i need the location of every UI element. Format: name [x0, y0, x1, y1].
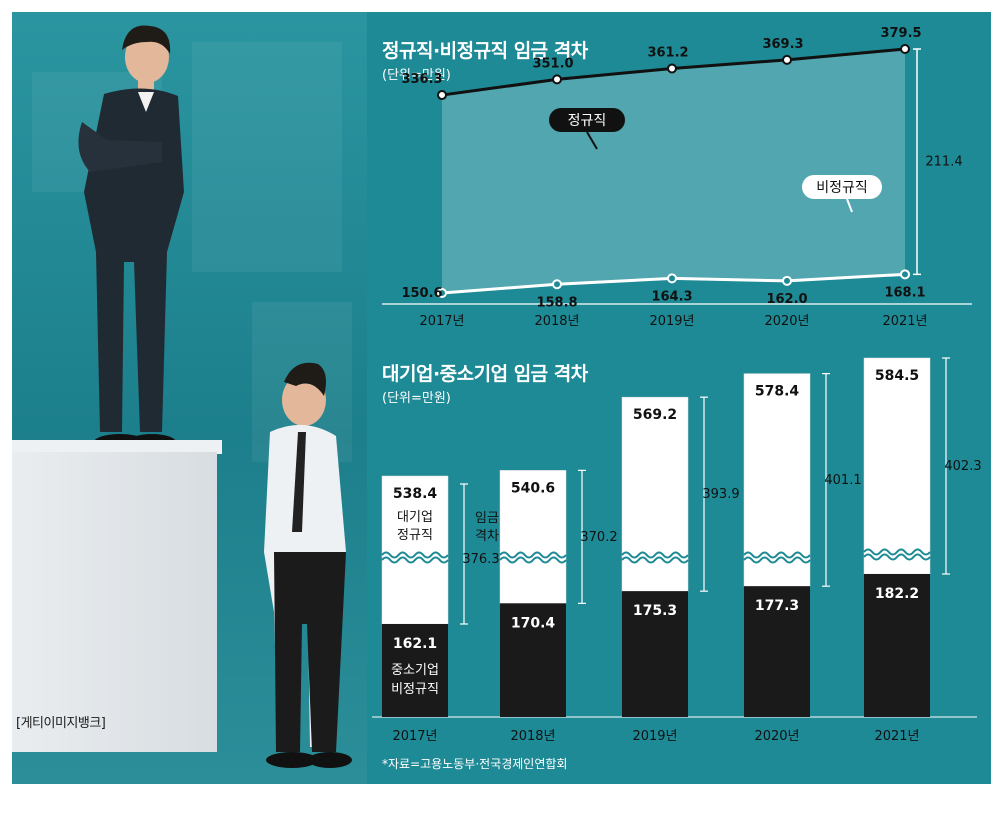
bar-sme-irregular — [500, 603, 566, 717]
bar-sme-irregular — [622, 591, 688, 717]
x-tick-label: 2018년 — [510, 729, 555, 744]
data-point-regular — [782, 54, 792, 65]
photo-illustration: [게티이미지뱅크] — [12, 12, 367, 784]
gap-caption: 임금 — [475, 511, 499, 526]
x-tick-label: 2020년 — [754, 729, 799, 744]
callout-leader-irregular — [846, 198, 853, 213]
looking-up-man-figure — [264, 362, 352, 768]
gap-caption: 격차 — [475, 529, 499, 544]
data-point-regular — [900, 44, 910, 54]
data-label-regular: 369.3 — [762, 37, 803, 52]
callout-pill-irregular — [802, 175, 882, 199]
data-point-irregular — [782, 275, 792, 286]
axis-break-wave — [381, 551, 449, 559]
callout-pill-regular — [549, 108, 625, 132]
x-tick-label: 2019년 — [649, 314, 694, 329]
bar-label-sme-irregular: 170.4 — [511, 615, 556, 631]
axis-break-wave — [499, 551, 567, 559]
data-point-irregular — [437, 288, 447, 298]
axis-break-wave — [499, 556, 567, 564]
bar-sme-irregular — [864, 574, 930, 717]
axis-break-wave — [743, 551, 811, 559]
bar-label-large-regular: 569.2 — [633, 407, 677, 423]
inbar-label-sme-irregular: 중소기업 — [391, 663, 439, 678]
x-tick-label: 2021년 — [882, 314, 927, 329]
data-label-irregular: 150.6 — [401, 286, 442, 301]
x-tick-label: 2017년 — [392, 729, 437, 744]
axis-break-wave — [863, 548, 931, 556]
inbar-label-sme-irregular: 비정규직 — [391, 682, 439, 697]
bar-sme-irregular — [744, 586, 810, 717]
data-point-irregular — [552, 279, 562, 290]
bar-chart: 538.4 162.1 376.3 2017년 540.6 170.4 370.2 2018년… — [372, 357, 982, 744]
x-tick-label: 2017년 — [419, 314, 464, 329]
inbar-label-large-regular: 대기업 — [397, 510, 433, 525]
data-label-irregular: 164.3 — [651, 289, 692, 304]
x-tick-label: 2018년 — [534, 314, 579, 329]
photo-credit: [게티이미지뱅크] — [16, 716, 106, 731]
bar-label-large-regular: 584.5 — [875, 368, 919, 384]
data-label-regular: 336.3 — [401, 72, 442, 87]
gap-label: 393.9 — [702, 487, 739, 502]
bar-label-large-regular: 540.6 — [511, 480, 555, 496]
bar-label-sme-irregular: 175.3 — [633, 603, 677, 619]
x-tick-label: 2021년 — [874, 729, 919, 744]
x-tick-label: 2019년 — [632, 729, 677, 744]
gap-label: 402.3 — [944, 459, 981, 474]
data-label-regular: 379.5 — [880, 26, 921, 41]
inbar-label-large-regular: 정규직 — [397, 528, 433, 543]
x-tick-label: 2020년 — [764, 314, 809, 329]
bar-label-large-regular: 578.4 — [755, 384, 800, 400]
bar-label-sme-irregular: 177.3 — [755, 598, 799, 614]
callout-leader-regular — [586, 131, 598, 150]
data-label-irregular: 162.0 — [766, 292, 807, 307]
gap-label: 401.1 — [824, 473, 861, 488]
gap-label: 211.4 — [925, 155, 962, 170]
bar-label-sme-irregular: 162.1 — [393, 636, 437, 652]
line-chart-unit: (단위=만원) — [382, 68, 451, 83]
data-point-regular — [667, 63, 677, 74]
standing-man-figure — [78, 25, 184, 450]
bar-chart-title: 대기업·중소기업 임금 격차 — [382, 363, 588, 385]
bar-label-sme-irregular: 182.2 — [875, 586, 919, 602]
bar-large-regular — [743, 373, 811, 587]
gap-label: 370.2 — [580, 530, 617, 545]
data-point-irregular — [900, 269, 910, 280]
data-point-regular — [437, 90, 447, 101]
infographic-panel: [게티이미지뱅크] 정규직·비정규직 임금 격차 (단위=만원) 336.3 35… — [12, 12, 991, 784]
bar-chart-unit: (단위=만원) — [382, 391, 451, 406]
line-chart: 336.3 351.0 361.2 369.3 379.5 150.6 158.8 164.3… — [382, 26, 972, 329]
background-window — [192, 42, 342, 272]
bar-sme-irregular — [382, 624, 448, 717]
data-label-regular: 351.0 — [532, 56, 573, 71]
data-point-regular — [552, 74, 562, 85]
axis-break-wave — [863, 553, 931, 561]
bar-label-large-regular: 538.4 — [393, 486, 438, 502]
axis-break-wave — [381, 556, 449, 564]
callout-label-regular: 정규직 — [568, 113, 607, 129]
data-label-irregular: 168.1 — [884, 285, 925, 300]
callout-label-irregular: 비정규직 — [816, 180, 868, 196]
pedestal-block — [12, 452, 217, 752]
legend-callout-regular: 정규직 — [549, 108, 625, 150]
pedestal-top — [12, 440, 222, 454]
gap-label: 376.3 — [462, 552, 499, 567]
data-point-irregular — [667, 273, 677, 284]
axis-break-wave — [743, 556, 811, 564]
bar-large-regular — [381, 475, 449, 625]
axis-break-wave — [621, 556, 689, 564]
data-label-regular: 361.2 — [647, 46, 688, 61]
axis-break-wave — [621, 551, 689, 559]
line-chart-title: 정규직·비정규직 임금 격차 — [382, 40, 588, 62]
legend-callout-irregular: 비정규직 — [802, 175, 882, 213]
data-label-irregular: 158.8 — [536, 295, 577, 310]
bar-large-regular — [863, 357, 931, 575]
people-illustration — [78, 25, 352, 768]
source-note: *자료=고용노동부·전국경제인연합회 — [382, 757, 568, 771]
